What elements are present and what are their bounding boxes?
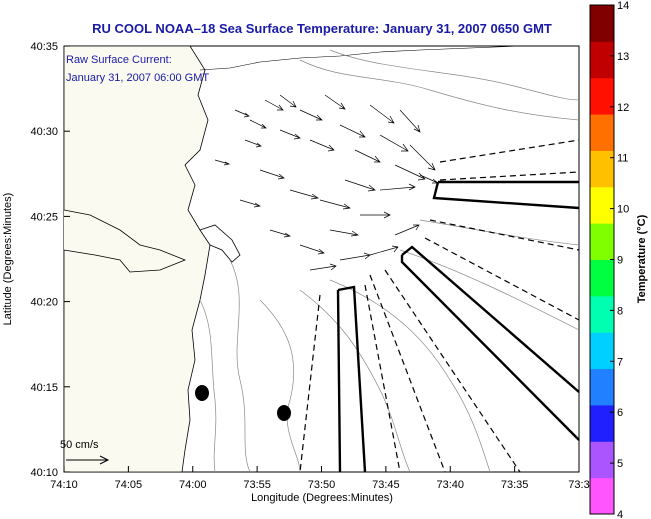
colorbar-segment [590,332,614,370]
sandy-hook [199,224,241,263]
colorbar-tick-label: 11 [617,153,628,165]
y-axis: 40:35 40:30 40:25 40:20 40:15 40:10 [30,41,70,479]
colorbar-segment [590,186,614,224]
colorbar-segment [590,477,614,515]
current-label-line2: January 31, 2007 06:00 GMT [66,72,209,84]
colorbar-tick-label: 8 [617,305,623,317]
buoy-marker-2 [277,405,291,421]
y-tick-label: 40:25 [30,211,58,223]
y-tick-label: 40:30 [30,126,58,138]
y-tick-label: 40:35 [30,41,58,53]
current-label-line1: Raw Surface Current: [66,54,172,66]
colorbar-segment [590,223,614,260]
x-axis-label: Longitude (Degrees:Minutes) [251,492,393,504]
x-tick-label: 73:3 [568,479,589,491]
colorbar-segment [590,368,614,406]
y-axis-label: Latitude (Degrees:Minutes) [2,193,14,326]
colorbar-tick-label: 5 [617,458,623,470]
x-tick-label: 73:35 [501,479,529,491]
colorbar-tick-label: 14 [617,0,629,12]
colorbar-segment [590,150,614,188]
colorbar-tick-label: 6 [617,407,623,419]
x-tick-label: 74:00 [179,479,207,491]
temperature-colorbar: 14 13 12 11 10 9 8 7 6 5 4 [589,0,629,519]
scale-arrow-label: 50 cm/s [60,439,99,451]
scale-arrow: 50 cm/s [60,439,110,465]
colorbar-segment [590,114,614,151]
colorbar-tick-label: 12 [617,102,629,114]
colorbar-tick-label: 10 [617,204,629,216]
x-tick-label: 73:55 [243,479,271,491]
map-panel: Raw Surface Current: January 31, 2007 06… [60,45,580,473]
bathymetry-contours [199,49,580,473]
x-tick-label: 74:05 [115,479,143,491]
y-tick-label: 40:10 [30,467,58,479]
colorbar-segment [590,5,614,42]
colorbar-segment [590,259,614,297]
raritan-shore [63,209,187,273]
colorbar-tick-label: 13 [617,51,629,63]
figure-title: RU COOL NOAA–18 Sea Surface Temperature:… [92,21,552,36]
x-tick-label: 73:50 [308,479,336,491]
colorbar-segment [590,404,614,442]
colorbar-segment [590,295,614,333]
colorbar-tick-label: 9 [617,255,623,267]
x-tick-label: 73:45 [372,479,400,491]
y-tick-label: 40:15 [30,382,58,394]
x-axis: 74:10 74:05 74:00 73:55 73:50 73:45 73:40 73:35… [50,466,590,491]
shipping-lanes [336,180,580,473]
colorbar-tick-label: 7 [617,356,623,368]
buoy-marker-1 [195,385,209,401]
x-tick-label: 74:10 [50,479,78,491]
colorbar-label: Temperature (°C) [636,214,648,303]
colorbar-segment [590,77,614,115]
x-tick-label: 73:40 [436,479,464,491]
y-tick-label: 40:20 [30,297,58,309]
long-island-shore [199,45,579,71]
colorbar-segment [590,41,614,79]
colorbar-segment [590,441,614,479]
transect-lines [299,139,580,473]
colorbar-tick-label: 4 [617,509,623,519]
